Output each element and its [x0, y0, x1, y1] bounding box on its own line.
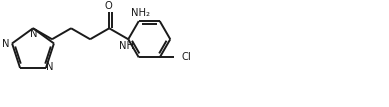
- Text: N: N: [2, 39, 10, 49]
- Text: N: N: [30, 29, 38, 39]
- Text: Cl: Cl: [182, 52, 191, 62]
- Text: O: O: [104, 1, 112, 11]
- Text: NH₂: NH₂: [131, 8, 150, 18]
- Text: N: N: [46, 62, 54, 72]
- Text: NH: NH: [119, 41, 134, 51]
